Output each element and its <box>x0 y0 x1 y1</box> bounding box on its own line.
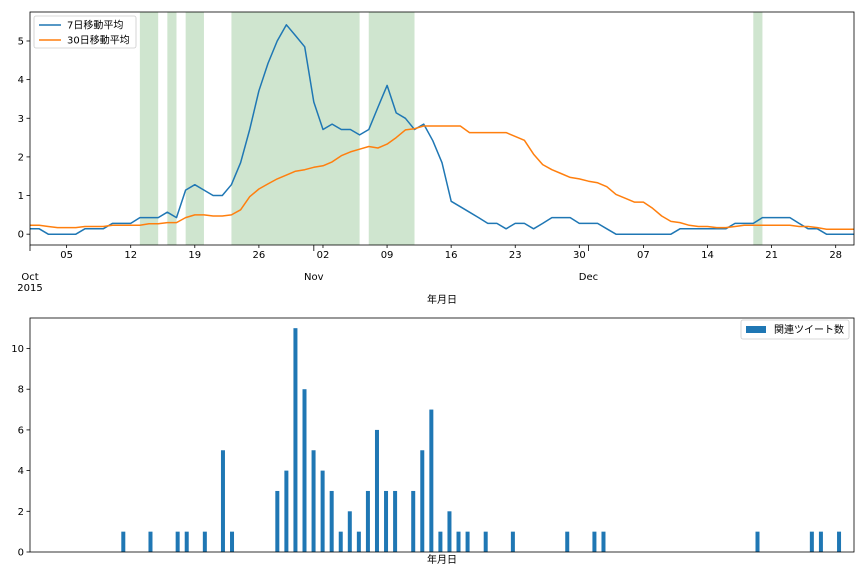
bar <box>818 531 823 552</box>
highlight-span <box>139 12 159 245</box>
y-tick-label: 1 <box>18 191 24 202</box>
y-tick-label: 0 <box>18 548 24 559</box>
x-tick-label: 21 <box>765 250 778 261</box>
x-tick-label: 09 <box>381 250 394 261</box>
y-tick-label: 2 <box>18 507 24 518</box>
x-tick-label: 19 <box>188 250 201 261</box>
bar <box>429 409 434 552</box>
x-tick-label: 26 <box>253 250 266 261</box>
bar <box>356 531 361 552</box>
bar <box>365 490 370 552</box>
bar <box>275 490 280 552</box>
x-month-label: Oct <box>21 272 38 283</box>
bar <box>438 531 443 552</box>
highlight-span <box>753 12 763 245</box>
x-month-label: Dec <box>579 272 598 283</box>
bar <box>755 531 760 552</box>
bar <box>411 490 416 552</box>
series-line-30day <box>30 125 854 230</box>
highlight-span <box>185 12 204 245</box>
plot-frame <box>29 11 855 246</box>
x-tick-label: 07 <box>637 250 650 261</box>
line-series <box>30 24 854 235</box>
highlight-span <box>167 12 177 245</box>
y-tick-label: 3 <box>18 114 24 125</box>
bar <box>384 490 389 552</box>
legend: 関連ツイート数 <box>740 319 850 340</box>
bar <box>293 328 298 552</box>
legend-label: 7日移動平均 <box>67 19 123 32</box>
highlight-spans <box>139 12 763 245</box>
y-tick-label: 0 <box>18 230 24 241</box>
bar <box>220 450 225 552</box>
bar <box>483 531 488 552</box>
bar <box>320 470 325 552</box>
bar <box>565 531 570 552</box>
y-tick-label: 10 <box>11 344 24 355</box>
legend: 7日移動平均 30日移動平均 <box>33 15 137 49</box>
x-tick-label: 05 <box>60 250 73 261</box>
y-axis: 0 2 4 6 8 10 <box>11 344 30 559</box>
y-tick-label: 6 <box>18 425 24 436</box>
plot-frame <box>29 317 855 553</box>
bar <box>601 531 606 552</box>
bar <box>121 531 126 552</box>
bar <box>230 531 235 552</box>
x-axis-label: 年月日 <box>427 293 457 306</box>
y-tick-label: 4 <box>18 466 24 477</box>
series-line-7day <box>30 24 854 235</box>
legend-label: 30日移動平均 <box>67 34 130 47</box>
x-tick-label: 30 <box>573 250 586 261</box>
highlight-span <box>368 12 415 245</box>
tweet-count-chart: 0 2 4 6 8 10 年月日 関連ツイート数 <box>11 317 855 566</box>
bar <box>465 531 470 552</box>
legend-label: 関連ツイート数 <box>774 323 844 336</box>
bar <box>311 450 316 552</box>
bar <box>837 531 842 552</box>
x-year-label: 2015 <box>17 283 42 294</box>
bar <box>338 531 343 552</box>
bar <box>347 511 352 552</box>
bar <box>184 531 189 552</box>
y-tick-label: 8 <box>18 385 24 396</box>
x-tick-label: 12 <box>124 250 137 261</box>
x-tick-label: 16 <box>445 250 458 261</box>
bar <box>393 490 398 552</box>
y-axis: 0 1 2 3 4 5 <box>18 36 30 241</box>
x-tick-label: 02 <box>317 250 330 261</box>
x-tick-label: 23 <box>509 250 522 261</box>
bar <box>510 531 515 552</box>
bar-series <box>121 328 842 552</box>
bar <box>592 531 597 552</box>
bar <box>420 450 425 552</box>
bar <box>329 490 334 552</box>
y-tick-label: 4 <box>18 75 24 86</box>
legend-box <box>740 319 850 340</box>
bar <box>809 531 814 552</box>
bar <box>302 389 307 552</box>
bar <box>374 429 379 552</box>
bar <box>456 531 461 552</box>
x-tick-label: 28 <box>829 250 842 261</box>
x-axis-label: 年月日 <box>427 553 457 566</box>
bar <box>202 531 207 552</box>
bar <box>175 531 180 552</box>
x-tick-label: 14 <box>701 250 714 261</box>
bar <box>447 511 452 552</box>
y-tick-label: 5 <box>18 36 24 47</box>
y-tick-label: 2 <box>18 152 24 163</box>
legend-swatch <box>746 326 766 333</box>
bar <box>148 531 153 552</box>
x-month-label: Nov <box>304 272 324 283</box>
bar <box>284 470 289 552</box>
